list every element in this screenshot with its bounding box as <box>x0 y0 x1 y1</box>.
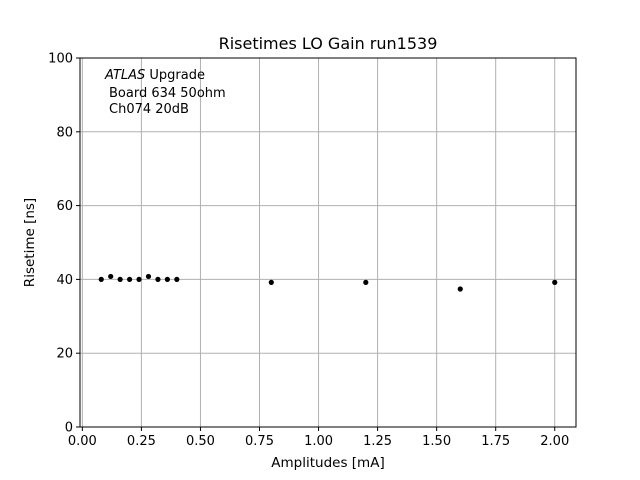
data-point <box>108 273 114 280</box>
x-tick-label: 0.25 <box>127 434 156 449</box>
annotation-upgrade: Upgrade <box>145 68 205 83</box>
data-point <box>363 279 369 285</box>
data-point <box>164 276 170 282</box>
data-point <box>127 276 133 282</box>
y-tick-label: 80 <box>56 125 73 140</box>
axis-ticks: 0.00 0.25 0.50 0.75 1.00 1.25 1.50 1.75 2.00 0 20 4… <box>48 52 569 450</box>
y-tick-label: 20 <box>56 347 73 362</box>
data-point <box>155 276 161 282</box>
x-tick-label: 0.50 <box>186 434 215 449</box>
data-point <box>268 279 274 285</box>
data-point <box>145 273 152 280</box>
data-point <box>174 276 180 282</box>
x-tick-label: 0.00 <box>68 434 97 449</box>
x-tick-label: 0.75 <box>245 434 274 449</box>
x-tick-label: 1.50 <box>422 434 451 449</box>
annotation-line-2: Board 634 50ohm <box>109 86 226 101</box>
plot-area-frame <box>79 57 577 428</box>
x-tick-label: 2.00 <box>540 434 569 449</box>
y-tick-label: 0 <box>65 421 73 436</box>
y-tick-label: 60 <box>56 199 73 214</box>
y-tick-label: 100 <box>48 52 73 67</box>
y-tick-label: 40 <box>56 273 73 288</box>
y-axis-label: Risetime [ns] <box>22 198 38 287</box>
x-tick-label: 1.75 <box>481 434 510 449</box>
data-point <box>98 276 104 282</box>
annotation-box: ATLAS Upgrade Board 634 50ohm Ch074 20dB <box>104 68 226 117</box>
data-point <box>117 276 123 282</box>
x-axis-label: Amplitudes [mA] <box>271 455 384 471</box>
annotation-line-1: ATLAS Upgrade <box>104 68 205 83</box>
annotation-line-3: Ch074 20dB <box>109 102 189 117</box>
annotation-atlas: ATLAS <box>104 68 145 83</box>
x-tick-label: 1.00 <box>304 434 333 449</box>
data-point <box>136 276 142 282</box>
grid <box>80 57 576 428</box>
data-point <box>457 286 463 292</box>
data-point <box>552 279 558 285</box>
x-tick-label: 1.25 <box>363 434 392 449</box>
chart-title: Risetimes LO Gain run1539 <box>219 34 438 53</box>
data-points <box>98 273 558 292</box>
